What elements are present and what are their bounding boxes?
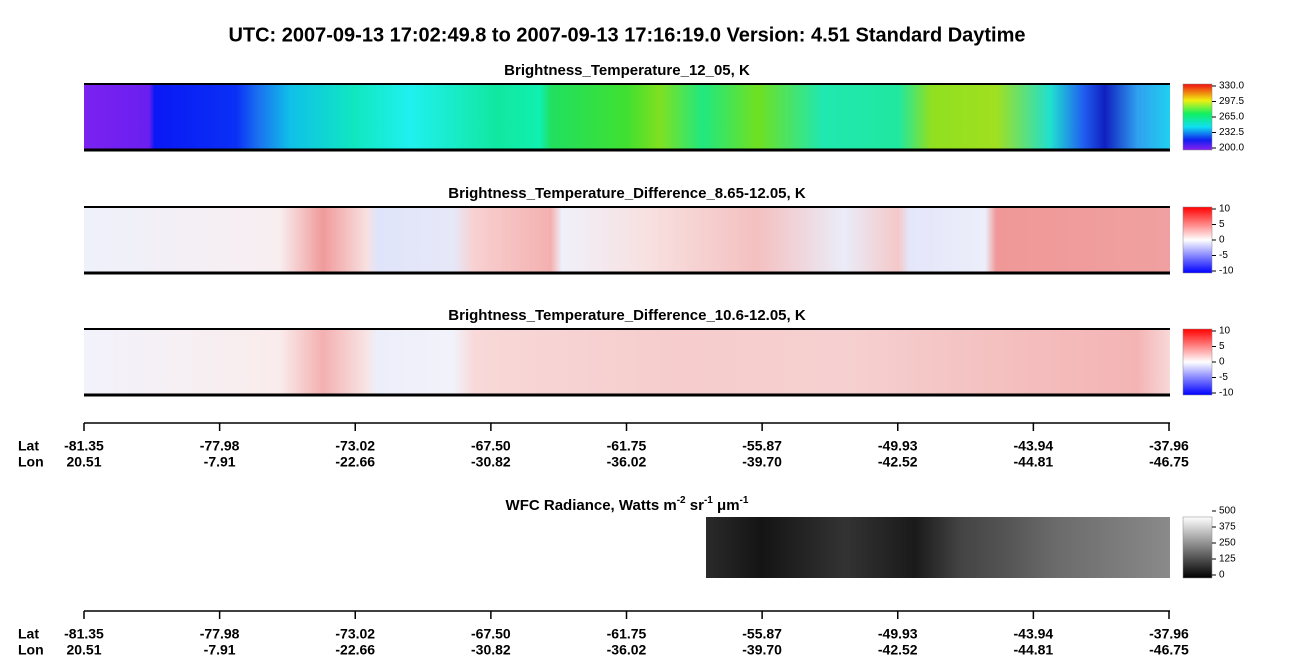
colorbar-label: 0 — [1219, 357, 1225, 368]
lat-label: -81.35 — [64, 626, 104, 642]
lon-label: -7.91 — [204, 642, 236, 658]
lon-label: -39.70 — [742, 642, 782, 658]
title-part: WFC Radiance, Watts m — [506, 497, 677, 514]
title-part: μm — [713, 497, 740, 514]
lat-label: -37.96 — [1149, 626, 1189, 642]
wfc-colorbar-labels: 500 375 250 125 0 — [1212, 506, 1236, 581]
lon-label: 20.51 — [66, 454, 101, 470]
colorbar-label: 10 — [1219, 326, 1231, 337]
lat-label: -81.35 — [64, 438, 104, 454]
axis-label: Lat — [18, 438, 39, 454]
colorbar-label: 250 — [1219, 538, 1236, 549]
colorbar-label: 5 — [1219, 341, 1225, 352]
lon-label: -46.75 — [1149, 454, 1189, 470]
colorbar-label: -5 — [1219, 250, 1228, 261]
lat-label: -67.50 — [471, 626, 511, 642]
lon-label: -36.02 — [607, 642, 647, 658]
superscript: -1 — [740, 495, 749, 506]
colorbar-label: 297.5 — [1219, 96, 1244, 107]
lat-label: -61.75 — [607, 438, 647, 454]
lon-label: -22.66 — [335, 642, 375, 658]
panel-image — [84, 84, 1170, 150]
lon-label: -22.66 — [335, 454, 375, 470]
wfc-colorbar — [1182, 516, 1213, 579]
lat-label: -61.75 — [607, 626, 647, 642]
lon-label: -44.81 — [1014, 454, 1054, 470]
lat-label: -43.94 — [1014, 626, 1054, 642]
lon-label: -42.52 — [878, 454, 918, 470]
panel-title: Brightness_Temperature_Difference_10.6-1… — [448, 307, 806, 324]
lat-label: -43.94 — [1014, 438, 1054, 454]
colorbar-label: 232.5 — [1219, 127, 1244, 138]
lon-label: -7.91 — [204, 454, 236, 470]
superscript: -2 — [677, 495, 686, 506]
lat-label: -37.96 — [1149, 438, 1189, 454]
superscript: -1 — [704, 495, 713, 506]
lat-label: -67.50 — [471, 438, 511, 454]
panel-image — [84, 207, 1170, 273]
lon-label: -36.02 — [607, 454, 647, 470]
colorbar — [1182, 328, 1213, 396]
lon-label: 20.51 — [66, 642, 101, 658]
lon-label: -30.82 — [471, 454, 511, 470]
lat-label: -55.87 — [742, 626, 782, 642]
colorbar-label: 375 — [1219, 522, 1236, 533]
lat-label: -55.87 — [742, 438, 782, 454]
axes: LatLon-81.3520.51-77.98-7.91-73.02-22.66… — [18, 422, 1189, 658]
colorbar-label: 265.0 — [1219, 112, 1244, 123]
panels: Brightness_Temperature_12_05, K 330.0 297.… — [84, 62, 1244, 399]
colorbar — [1182, 206, 1213, 274]
colorbar-label: -10 — [1219, 266, 1234, 277]
figure-title: UTC: 2007-09-13 17:02:49.8 to 2007-09-13… — [228, 24, 1025, 46]
lon-label: -44.81 — [1014, 642, 1054, 658]
axis-label: Lat — [18, 626, 39, 642]
lat-label: -49.93 — [878, 626, 918, 642]
colorbar-label: 500 — [1219, 506, 1236, 517]
panel-image — [84, 329, 1170, 395]
colorbar-label: 0 — [1219, 570, 1225, 581]
colorbar — [1182, 83, 1213, 151]
lat-label: -49.93 — [878, 438, 918, 454]
colorbar-label: 330.0 — [1219, 81, 1244, 92]
colorbar-label: 200.0 — [1219, 143, 1244, 154]
lat-label: -73.02 — [335, 438, 375, 454]
colorbar-label: 5 — [1219, 219, 1225, 230]
panel-title: Brightness_Temperature_Difference_8.65-1… — [448, 185, 806, 202]
axis-label: Lon — [18, 454, 44, 470]
lon-label: -46.75 — [1149, 642, 1189, 658]
lat-label: -77.98 — [200, 626, 240, 642]
colorbar-label: 10 — [1219, 204, 1231, 215]
colorbar-label: -5 — [1219, 372, 1228, 383]
lat-label: -73.02 — [335, 626, 375, 642]
lon-label: -30.82 — [471, 642, 511, 658]
wfc-title: WFC Radiance, Watts m-2 sr-1 μm-1 — [506, 495, 749, 514]
lat-label: -77.98 — [200, 438, 240, 454]
lon-label: -42.52 — [878, 642, 918, 658]
colorbar-label: 0 — [1219, 235, 1225, 246]
axis-label: Lon — [18, 642, 44, 658]
colorbar-label: -10 — [1219, 388, 1234, 399]
title-part: sr — [686, 497, 705, 514]
wfc-image — [706, 517, 1170, 578]
panel-title: Brightness_Temperature_12_05, K — [504, 62, 750, 79]
lon-label: -39.70 — [742, 454, 782, 470]
colorbar-label: 125 — [1219, 554, 1236, 565]
